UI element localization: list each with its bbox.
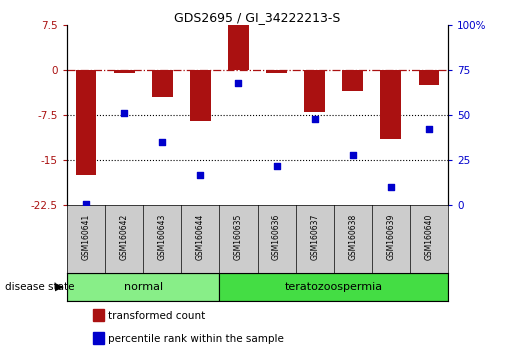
Bar bbox=[228, 25, 249, 70]
Text: GSM160637: GSM160637 bbox=[310, 213, 319, 260]
Bar bbox=[76, 70, 96, 175]
Point bbox=[349, 152, 357, 158]
Text: normal: normal bbox=[124, 282, 163, 292]
Bar bbox=[190, 70, 211, 121]
Title: GDS2695 / GI_34222213-S: GDS2695 / GI_34222213-S bbox=[174, 11, 341, 24]
Bar bbox=[67, 273, 219, 301]
Text: teratozoospermia: teratozoospermia bbox=[285, 282, 383, 292]
Bar bbox=[304, 70, 325, 112]
Text: GSM160640: GSM160640 bbox=[424, 213, 434, 260]
Point bbox=[272, 163, 281, 169]
Point bbox=[311, 116, 319, 121]
Bar bbox=[219, 273, 448, 301]
Point bbox=[158, 139, 166, 145]
Point bbox=[196, 172, 204, 177]
Text: percentile rank within the sample: percentile rank within the sample bbox=[108, 334, 284, 344]
Text: disease state: disease state bbox=[5, 282, 75, 292]
Text: GSM160636: GSM160636 bbox=[272, 213, 281, 260]
Text: GSM160643: GSM160643 bbox=[158, 213, 167, 260]
Text: GSM160641: GSM160641 bbox=[81, 213, 91, 259]
Text: GSM160635: GSM160635 bbox=[234, 213, 243, 260]
Bar bbox=[381, 70, 401, 139]
Text: GSM160638: GSM160638 bbox=[348, 213, 357, 259]
Point bbox=[82, 201, 90, 206]
Text: transformed count: transformed count bbox=[108, 311, 205, 321]
Bar bbox=[342, 70, 363, 91]
Point bbox=[425, 127, 433, 132]
Point bbox=[234, 80, 243, 85]
Point bbox=[120, 110, 128, 116]
Bar bbox=[419, 70, 439, 85]
Text: GSM160639: GSM160639 bbox=[386, 213, 396, 260]
Text: ▶: ▶ bbox=[55, 282, 63, 292]
Bar bbox=[152, 70, 173, 97]
Point bbox=[387, 184, 395, 190]
Text: GSM160644: GSM160644 bbox=[196, 213, 205, 260]
Text: GSM160642: GSM160642 bbox=[119, 213, 129, 259]
Bar bbox=[266, 70, 287, 73]
Bar bbox=[114, 70, 134, 73]
